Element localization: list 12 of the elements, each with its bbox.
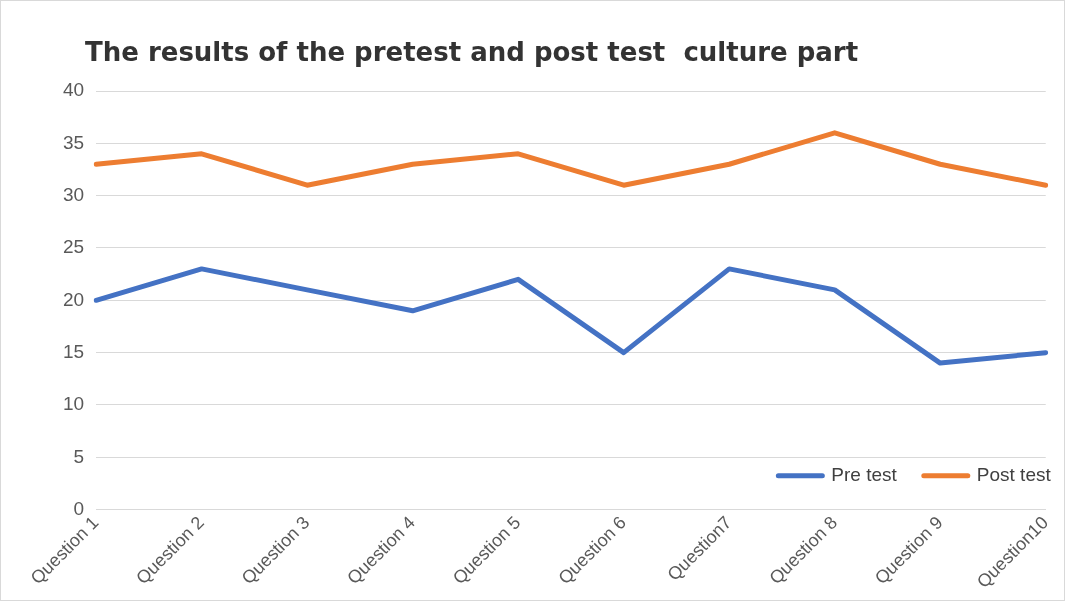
y-tick-label: 15 [62,340,85,362]
y-tick-label: 0 [73,497,85,519]
y-tick-label: 35 [62,131,85,153]
y-tick-label: 10 [62,393,85,415]
y-tick-label: 20 [62,288,85,310]
y-tick-label: 5 [73,445,85,467]
legend-label: Pre test [831,463,898,485]
chart-title: The results of the pretest and post test culture part [85,37,859,67]
legend-label: Post test [976,463,1052,485]
y-tick-label: 40 [62,79,85,101]
y-tick-label: 30 [62,183,85,205]
y-tick-label: 25 [62,236,85,258]
